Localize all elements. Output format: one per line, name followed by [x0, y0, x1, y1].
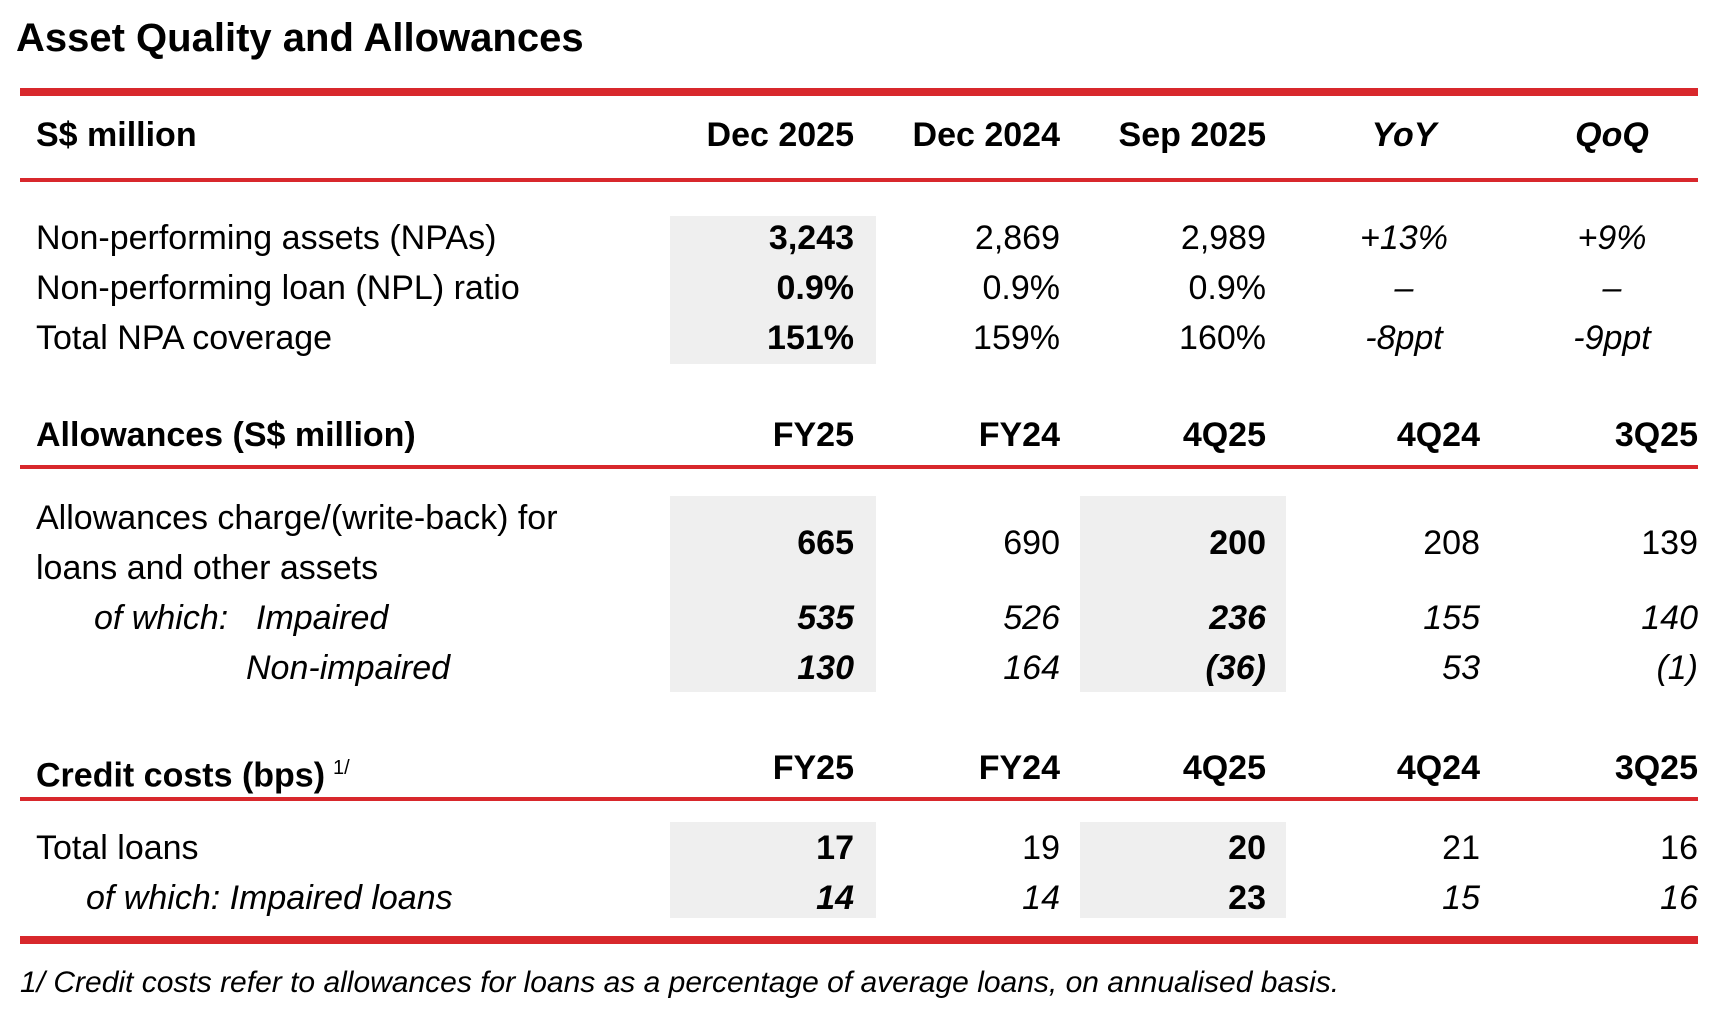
section1-header-label: S$ million	[36, 116, 197, 154]
credit-costs-label: Credit costs (bps)	[36, 756, 326, 795]
row-label-npa: Non-performing assets (NPAs)	[36, 219, 497, 257]
col-header-sep-2025: Sep 2025	[1118, 116, 1266, 154]
impaired-3q25: 140	[1641, 599, 1698, 637]
row-label-total-loans: Total loans	[36, 829, 199, 867]
total-loans-fy25: 17	[816, 829, 854, 867]
col-header-3q25: 3Q25	[1614, 416, 1698, 454]
coverage-sep-2025: 160%	[1179, 319, 1266, 357]
col-header-fy24-credit: FY24	[978, 749, 1060, 787]
shade-quarter-section2	[1080, 496, 1286, 692]
header1-rule	[20, 178, 1698, 182]
header2-rule	[20, 465, 1698, 469]
row-label-non-impaired: Non-impaired	[246, 649, 451, 687]
col-header-4q24-credit: 4Q24	[1396, 749, 1480, 787]
top-rule	[20, 88, 1698, 96]
npl-yoy: –	[1394, 269, 1414, 307]
impaired-fy25: 535	[797, 599, 854, 637]
impaired-loans-fy24: 14	[1022, 879, 1060, 917]
npa-yoy: +13%	[1360, 219, 1448, 257]
total-loans-fy24: 19	[1022, 829, 1060, 867]
npa-sep-2025: 2,989	[1180, 219, 1266, 257]
impaired-loans-3q25: 16	[1660, 879, 1698, 917]
col-header-4q24: 4Q24	[1396, 416, 1480, 454]
npl-qoq: –	[1602, 269, 1622, 307]
col-header-3q25-credit: 3Q25	[1614, 749, 1698, 787]
non-impaired-4q24: 53	[1442, 649, 1480, 687]
col-header-4q25-credit: 4Q25	[1182, 749, 1266, 787]
non-impaired-4q25: (36)	[1205, 649, 1266, 687]
shade-current-section1	[670, 216, 876, 364]
npl-sep-2025: 0.9%	[1188, 269, 1267, 307]
col-header-qoq: QoQ	[1575, 116, 1649, 154]
shade-quarter-section3	[1080, 822, 1286, 918]
col-header-yoy: YoY	[1371, 116, 1437, 154]
impaired-fy24: 526	[1003, 599, 1060, 637]
coverage-qoq: -9ppt	[1573, 319, 1651, 357]
impaired-4q24: 155	[1423, 599, 1480, 637]
total-loans-3q25: 16	[1660, 829, 1698, 867]
non-impaired-3q25: (1)	[1656, 649, 1698, 687]
allowances-fy24: 690	[1003, 524, 1060, 562]
non-impaired-fy24: 164	[1003, 649, 1060, 687]
shade-current-section2	[670, 496, 876, 692]
footnote-ref: 1/	[333, 757, 350, 779]
col-header-dec-2025: Dec 2025	[706, 116, 854, 154]
total-loans-4q24: 21	[1442, 829, 1480, 867]
header3-rule	[20, 797, 1698, 801]
section3-header-label: Credit costs (bps) 1/	[36, 748, 350, 795]
npa-dec-2024: 2,869	[974, 219, 1060, 257]
non-impaired-fy25: 130	[797, 649, 854, 687]
coverage-yoy: -8ppt	[1365, 319, 1443, 357]
row-label-npl-ratio: Non-performing loan (NPL) ratio	[36, 269, 520, 307]
impaired-loans-fy25: 14	[816, 879, 854, 917]
total-loans-4q25: 20	[1228, 829, 1266, 867]
row-label-allowances-line1: Allowances charge/(write-back) for	[36, 499, 558, 537]
impaired-loans-4q25: 23	[1228, 879, 1266, 917]
shade-current-section3	[670, 822, 876, 918]
col-header-dec-2024: Dec 2024	[912, 116, 1060, 154]
npl-dec-2025: 0.9%	[776, 269, 855, 307]
npa-dec-2025: 3,243	[768, 219, 854, 257]
bottom-rule	[20, 936, 1698, 944]
coverage-dec-2025: 151%	[767, 319, 854, 357]
npa-qoq: +9%	[1577, 219, 1647, 257]
section2-header-label: Allowances (S$ million)	[36, 416, 416, 454]
allowances-3q25: 139	[1641, 524, 1698, 562]
row-label-npa-coverage: Total NPA coverage	[36, 319, 333, 357]
row-label-impaired: Impaired	[256, 599, 389, 637]
col-header-fy24: FY24	[978, 416, 1060, 454]
row-label-impaired-loans: of which: Impaired loans	[86, 879, 453, 917]
impaired-loans-4q24: 15	[1442, 879, 1480, 917]
col-header-4q25: 4Q25	[1182, 416, 1266, 454]
page-title: Asset Quality and Allowances	[16, 16, 584, 60]
coverage-dec-2024: 159%	[973, 319, 1060, 357]
npl-dec-2024: 0.9%	[982, 269, 1061, 307]
row-label-allowances-line2: loans and other assets	[36, 549, 379, 587]
allowances-4q24: 208	[1423, 524, 1480, 562]
footnote: 1/ Credit costs refer to allowances for …	[20, 966, 1340, 999]
allowances-fy25: 665	[797, 524, 854, 562]
row-label-of-which-prefix: of which:	[94, 599, 229, 637]
allowances-4q25: 200	[1209, 524, 1266, 562]
col-header-fy25-credit: FY25	[772, 749, 854, 787]
impaired-4q25: 236	[1209, 599, 1266, 637]
col-header-fy25: FY25	[772, 416, 854, 454]
